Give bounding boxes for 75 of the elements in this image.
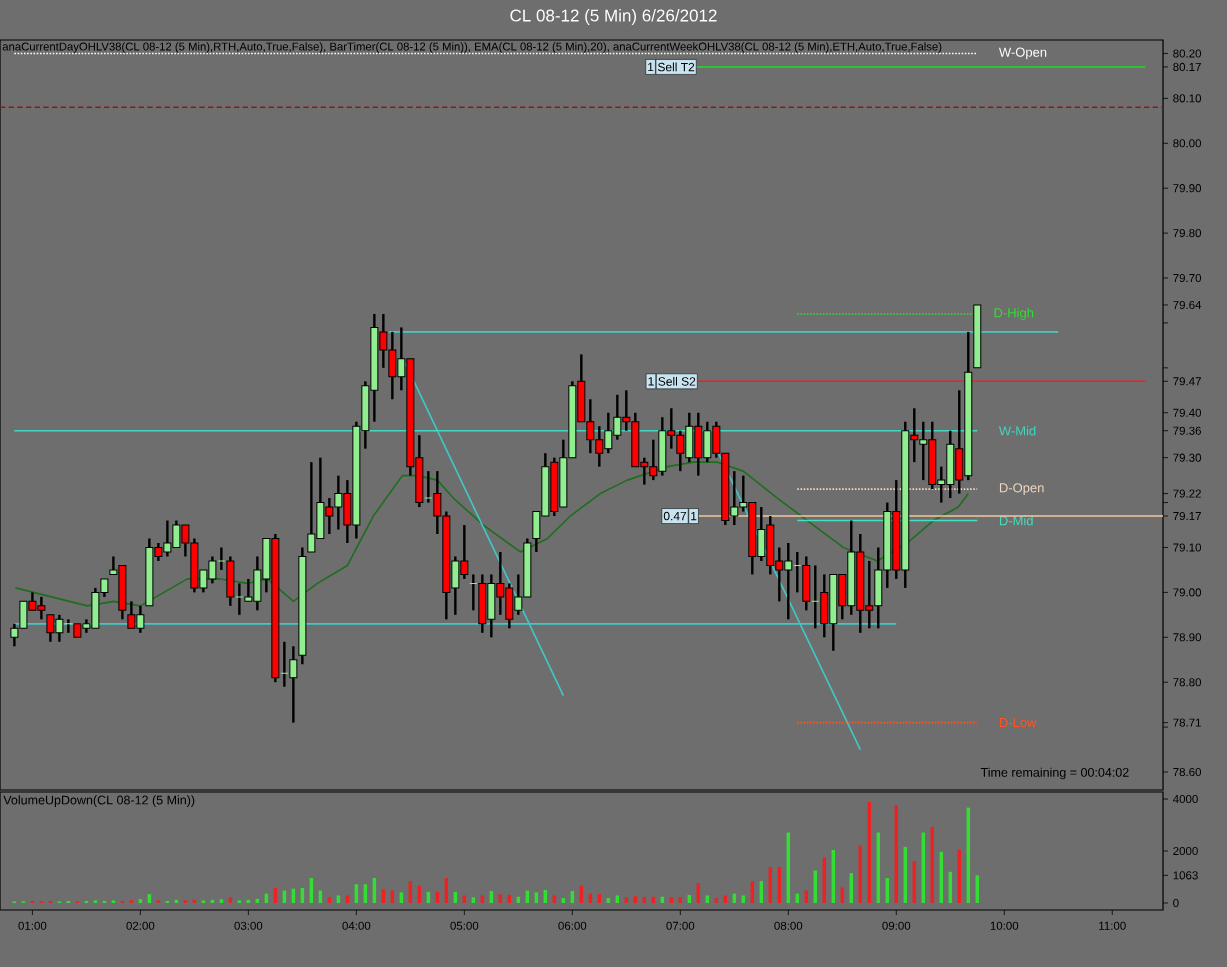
x-tick-label: 03:00 [234, 921, 263, 930]
x-tick-label: 09:00 [882, 921, 911, 930]
y-tick-label: 1063 [1173, 871, 1198, 880]
y-tick-label: 0 [1173, 898, 1179, 908]
bar [723, 895, 728, 903]
y-tick-label: 79.30 [1173, 453, 1202, 462]
x-tick-label: 07:00 [666, 921, 695, 930]
y-tick-label: 79.40 [1173, 408, 1202, 417]
y-tick-label: 78.60 [1173, 767, 1202, 777]
x-tick-label: 05:00 [450, 921, 479, 930]
annotation: 1 [648, 62, 654, 72]
bar [327, 897, 332, 903]
series-label: D-Open [999, 483, 1044, 495]
bar [237, 900, 242, 903]
y-tick-label: 79.47 [1173, 377, 1201, 386]
bar [624, 897, 629, 903]
bar [219, 899, 224, 903]
annotation: 1 [648, 377, 654, 386]
annotation: Sell S2 [658, 376, 696, 386]
series-label: D-Low [999, 718, 1037, 728]
bar [111, 900, 116, 903]
y-tick-label: 79.17 [1173, 511, 1201, 521]
x-tick-label: 02:00 [126, 921, 155, 930]
series-label: W-Mid [998, 425, 1036, 436]
y-tick-label: 80.00 [1173, 139, 1202, 148]
y-tick-label: 4000 [1173, 794, 1198, 804]
y-tick-label: 78.80 [1173, 678, 1202, 687]
y-tick-label: 78.90 [1173, 633, 1202, 642]
bar [228, 897, 233, 903]
y-tick-label: 80.10 [1173, 94, 1202, 103]
bar [705, 895, 710, 903]
y-tick-label: 79.80 [1173, 229, 1202, 238]
series-label: D-Mid [999, 515, 1033, 526]
x-tick-label: 01:00 [18, 921, 47, 930]
y-tick-label: 78.71 [1173, 718, 1201, 727]
bar [678, 897, 683, 903]
bar [552, 895, 557, 903]
y-tick-label: 79.70 [1173, 273, 1202, 283]
annotation: 0.47 [663, 511, 687, 521]
line-series [14, 461, 970, 607]
annotation: 1 [691, 511, 697, 521]
x-tick-label: 11:00 [1099, 921, 1126, 930]
chart-title: VolumeUpDown(CL 08-12 (5 Min)) [3, 795, 195, 807]
y-tick-label: 79.00 [1173, 588, 1202, 597]
annotation: Sell T2 [657, 62, 695, 72]
bar [201, 900, 206, 903]
annotation: Time remaining = 00:04:02 [980, 767, 1129, 780]
y-tick-label: 79.36 [1173, 426, 1201, 435]
bar [741, 895, 746, 903]
bar [615, 895, 620, 903]
y-tick-label: 80.20 [1173, 49, 1202, 58]
bar [471, 897, 476, 903]
y-tick-label: 2000 [1173, 846, 1198, 856]
bar [669, 897, 674, 903]
series-label: W-Open [998, 47, 1047, 60]
y-tick-label: 79.64 [1173, 300, 1202, 310]
y-tick-label: 79.22 [1173, 489, 1201, 498]
chart-subtitle: anaCurrentDayOHLV38(CL 08-12 (5 Min),RTH,Auto,True,False), BarTimer(CL 08-12 (5 Min)), EMA(CL 08-12 (5 Min),20), anaCurrentWeekOHLV38(CL 08-12 (5 Min),ETH,Auto,True,False) [2, 42, 942, 53]
x-tick-label: 08:00 [774, 921, 803, 930]
x-tick-label: 10:00 [990, 921, 1019, 930]
y-tick-label: 79.10 [1173, 543, 1202, 552]
x-tick-label: 06:00 [558, 921, 587, 930]
y-tick-label: 80.17 [1173, 62, 1201, 71]
chart-title: CL 08-12 (5 Min) 6/26/2012 [510, 9, 717, 25]
bar [345, 895, 350, 903]
bar [93, 900, 98, 903]
bar [462, 895, 467, 903]
bar [156, 900, 161, 903]
bar [129, 900, 134, 903]
series-label: D-High [994, 307, 1034, 320]
x-tick-label: 04:00 [342, 921, 371, 930]
bar [480, 895, 485, 903]
bar [336, 895, 341, 903]
bar [183, 900, 188, 903]
y-tick-label: 79.90 [1173, 184, 1202, 193]
